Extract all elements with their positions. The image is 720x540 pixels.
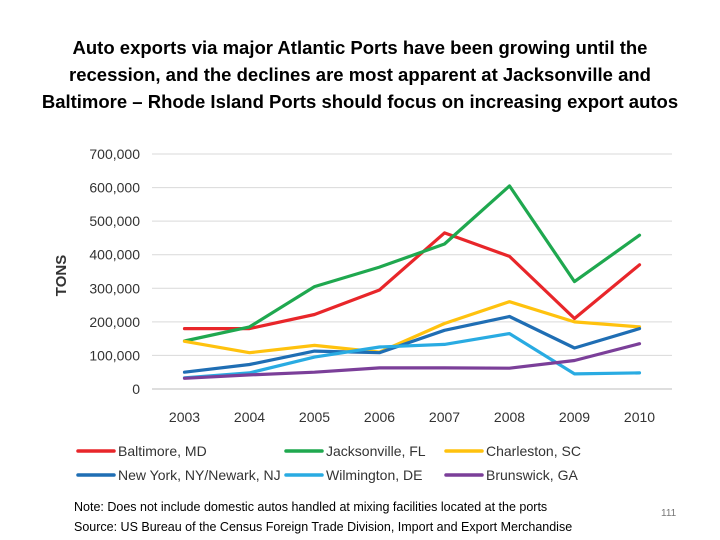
x-tick-label: 2003	[169, 409, 200, 425]
y-tick-label: 200,000	[89, 314, 140, 330]
note-text: Note: Does not include domestic autos ha…	[74, 500, 548, 514]
slide-title: Auto exports via major Atlantic Ports ha…	[8, 34, 712, 115]
legend-label: Brunswick, GA	[486, 467, 578, 483]
series-line	[182, 300, 642, 355]
footnote: Note: Does not include domestic autos ha…	[74, 497, 572, 537]
y-tick-label: 100,000	[89, 347, 140, 363]
title-line-3: Baltimore – Rhode Island Ports should fo…	[41, 91, 679, 112]
y-tick-label: 500,000	[89, 213, 140, 229]
legend-label: Jacksonville, FL	[326, 443, 426, 459]
x-tick-label: 2005	[299, 409, 330, 425]
x-tick-label: 2009	[559, 409, 590, 425]
legend-label: Baltimore, MD	[118, 443, 207, 459]
y-axis-label: TONS	[53, 255, 70, 296]
x-tick-label: 2006	[364, 409, 395, 425]
series-line	[182, 231, 642, 331]
y-tick-label: 300,000	[89, 280, 140, 296]
x-tick-label: 2010	[624, 409, 655, 425]
legend-label: Charleston, SC	[486, 443, 581, 459]
x-tick-label: 2008	[494, 409, 525, 425]
title-line-1: Auto exports via major Atlantic Ports ha…	[72, 37, 648, 58]
x-tick-label: 2007	[429, 409, 460, 425]
y-tick-label: 600,000	[89, 180, 140, 196]
series-line	[182, 314, 642, 374]
source-text: Source: US Bureau of the Census Foreign …	[74, 520, 573, 534]
title-line-2: recession, and the declines are most app…	[69, 64, 651, 85]
legend-label: New York, NY/Newark, NJ	[118, 467, 281, 483]
page-number: 111	[661, 508, 677, 519]
x-tick-label: 2004	[234, 409, 265, 425]
series-line	[182, 184, 642, 343]
series-line	[182, 342, 642, 380]
series-line	[182, 332, 642, 380]
y-tick-label: 0	[132, 381, 140, 397]
y-tick-label: 400,000	[89, 247, 140, 263]
legend-label: Wilmington, DE	[326, 467, 422, 483]
y-tick-label: 700,000	[89, 146, 140, 162]
